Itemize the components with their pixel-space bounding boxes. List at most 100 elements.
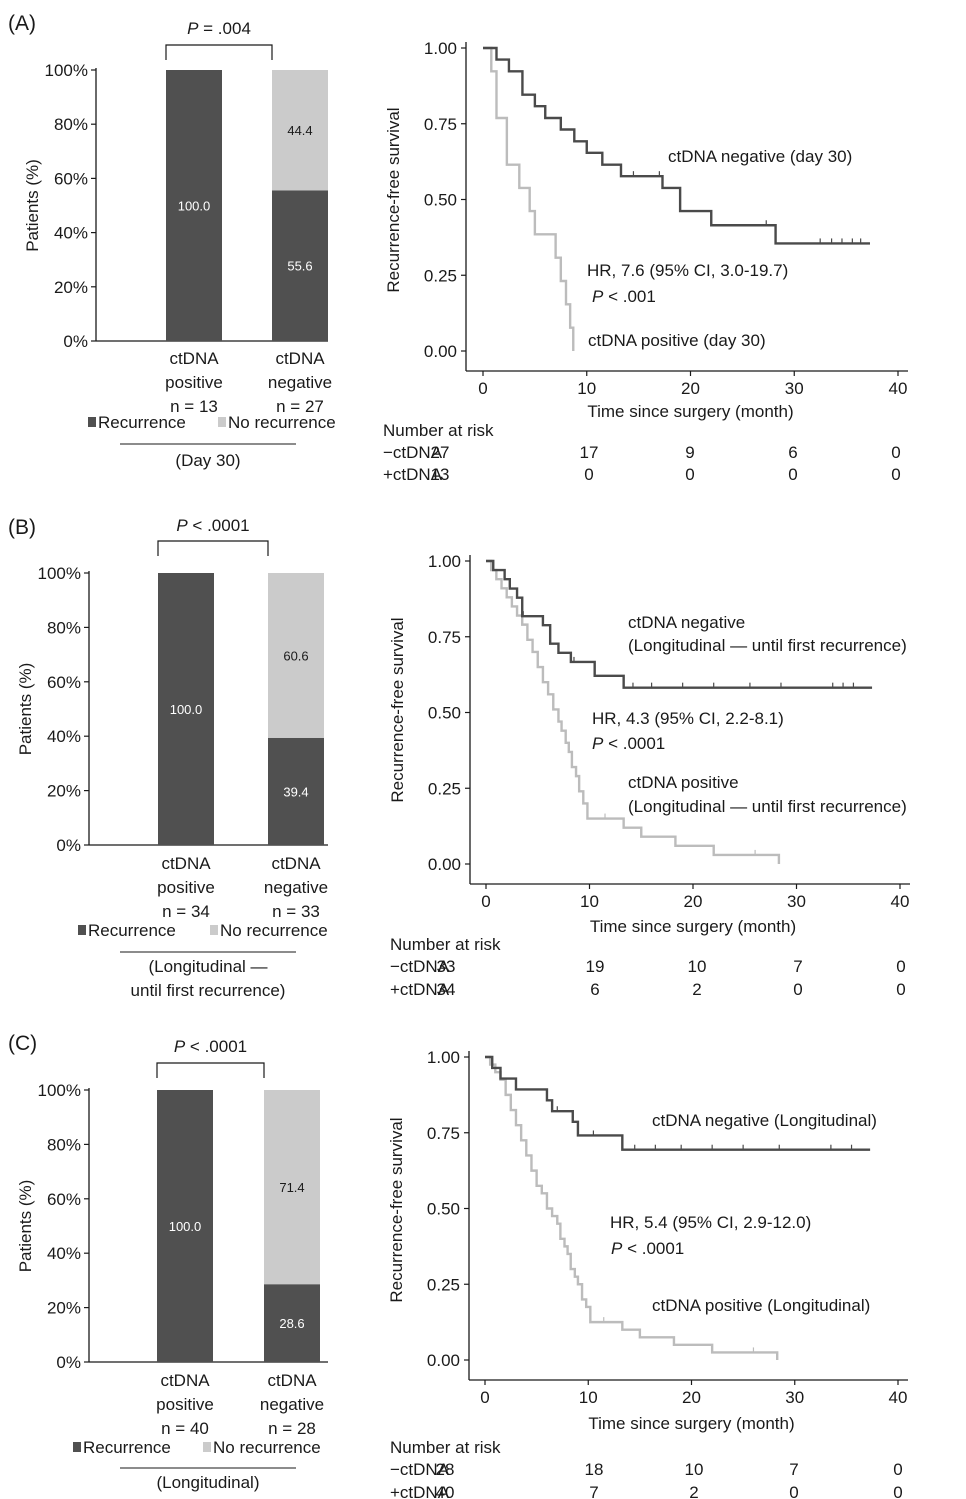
x-axis-title: Time since surgery (month) [588, 1414, 794, 1433]
legend-label: Recurrence [98, 413, 186, 432]
risk-table-row-label: +ctDNA [390, 980, 450, 999]
category-label: n = 27 [276, 397, 324, 416]
y-tick-label: 100% [45, 61, 88, 80]
bar-value-label: 28.6 [279, 1316, 304, 1331]
significance-bracket [157, 540, 269, 556]
panel-label: (A) [8, 12, 36, 35]
y-axis-title: Recurrence-free survival [388, 617, 407, 802]
p-value: P < .0001 [174, 1037, 247, 1056]
curve-label-positive: ctDNA positive (Longitudinal) [652, 1296, 870, 1315]
risk-table-value: 7 [789, 1460, 798, 1479]
legend-label: Recurrence [83, 1438, 171, 1457]
risk-table-value: 0 [685, 465, 694, 484]
risk-table-value: 0 [584, 465, 593, 484]
y-tick-label: 1.00 [424, 39, 457, 58]
y-tick-label: 80% [54, 115, 88, 134]
y-tick-label: 20% [54, 278, 88, 297]
cohort-label: (Longitudinal — [148, 957, 267, 976]
x-tick-label: 20 [681, 379, 700, 398]
hazard-ratio: HR, 4.3 (95% CI, 2.2-8.1) [592, 709, 784, 728]
bar-panel-1: (B) 0% 20% 40% 60% 80% 100% Patients (%) 100.0 ct… [8, 516, 328, 1000]
bar-segment-recurrence [158, 573, 214, 845]
y-tick-label: 0.75 [424, 115, 457, 134]
curve-label-negative: ctDNA negative (day 30) [668, 147, 852, 166]
p-value: P < .0001 [592, 734, 665, 753]
km-curve-ctdna-negative [485, 1055, 871, 1151]
curve-label-negative: ctDNA negative [628, 613, 745, 632]
p-value: P < .0001 [176, 516, 249, 535]
category-label: n = 34 [162, 902, 210, 921]
y-tick-label: 80% [47, 1135, 81, 1154]
legend-swatch [88, 417, 96, 427]
y-tick-label: 0.50 [428, 704, 461, 723]
category-label: ctDNA [161, 854, 211, 873]
risk-table-value: 27 [431, 443, 450, 462]
curve-label-negative: ctDNA negative (Longitudinal) [652, 1111, 877, 1130]
bar-segment-recurrence [157, 1090, 213, 1362]
km-panel-0: 0.00 0.25 0.50 0.75 1.00 0 10 20 30 40 Time since … [383, 39, 908, 484]
risk-table-value: 7 [589, 1483, 598, 1499]
y-tick-label: 0% [56, 836, 81, 855]
bar-value-label: 100.0 [178, 199, 211, 214]
category-label: ctDNA [169, 349, 219, 368]
category-label: n = 33 [272, 902, 320, 921]
risk-table-value: 0 [789, 1483, 798, 1499]
y-tick-label: 1.00 [428, 552, 461, 571]
cohort-label: (Day 30) [175, 451, 240, 470]
legend-swatch [78, 925, 86, 935]
y-axis-title: Recurrence-free survival [384, 107, 403, 292]
x-tick-label: 10 [580, 892, 599, 911]
significance-bracket [165, 44, 273, 60]
y-tick-label: 0.25 [424, 266, 457, 285]
curve-label-positive: ctDNA positive [628, 773, 739, 792]
significance-bracket [156, 1062, 265, 1078]
risk-table-row-label: −ctDNA [383, 443, 443, 462]
km-curve-ctdna-positive [483, 46, 575, 351]
risk-table-value: 0 [893, 1460, 902, 1479]
risk-table-value: 19 [586, 957, 605, 976]
x-axis-title: Time since surgery (month) [590, 917, 796, 936]
km-curve-ctdna-negative [483, 46, 870, 245]
p-value: P = .004 [187, 19, 251, 38]
risk-table-value: 0 [793, 980, 802, 999]
y-tick-label: 40% [47, 1244, 81, 1263]
bar-segment-no-recurrence [272, 70, 328, 191]
y-tick-label: 0% [56, 1353, 81, 1372]
y-axis-title: Patients (%) [16, 1180, 35, 1273]
risk-table-value: 10 [688, 957, 707, 976]
hazard-ratio: HR, 5.4 (95% CI, 2.9-12.0) [610, 1213, 811, 1232]
risk-table-value: 2 [692, 980, 701, 999]
y-tick-label: 0.75 [427, 1124, 460, 1143]
x-tick-label: 10 [577, 379, 596, 398]
category-label: ctDNA [275, 349, 325, 368]
risk-table-value: 40 [436, 1483, 455, 1499]
risk-table-value: 0 [893, 1483, 902, 1499]
bar-value-label: 71.4 [279, 1180, 304, 1195]
legend-label: No recurrence [220, 921, 328, 940]
bar-value-label: 44.4 [287, 123, 312, 138]
y-tick-label: 0.00 [427, 1351, 460, 1370]
legend-swatch [218, 417, 226, 427]
category-label: negative [264, 878, 328, 897]
risk-table-row-label: −ctDNA [390, 1460, 450, 1479]
panel-label: (C) [8, 1032, 37, 1055]
risk-table-value: 10 [685, 1460, 704, 1479]
x-tick-label: 40 [889, 1388, 908, 1407]
x-tick-label: 10 [579, 1388, 598, 1407]
y-tick-label: 0.00 [428, 855, 461, 874]
category-label: ctDNA [271, 854, 321, 873]
bar-segment-no-recurrence [264, 1090, 320, 1285]
legend-swatch [203, 1442, 211, 1452]
y-tick-label: 0% [63, 332, 88, 351]
curve-label-negative: (Longitudinal — until first recurrence) [628, 636, 907, 655]
x-tick-label: 0 [480, 1388, 489, 1407]
risk-table-value: 6 [590, 980, 599, 999]
x-tick-label: 0 [478, 379, 487, 398]
risk-table-value: 34 [437, 980, 456, 999]
category-label: positive [165, 373, 223, 392]
bar-panel-0: (A) 0% 20% 40% 60% 80% 100% Patients (%) 100.0 ct… [8, 12, 336, 470]
risk-table-value: 9 [685, 443, 694, 462]
